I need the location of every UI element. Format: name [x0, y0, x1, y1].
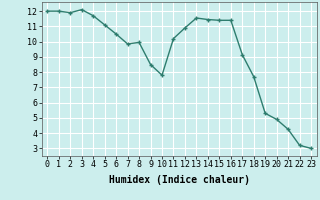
X-axis label: Humidex (Indice chaleur): Humidex (Indice chaleur) — [109, 175, 250, 185]
